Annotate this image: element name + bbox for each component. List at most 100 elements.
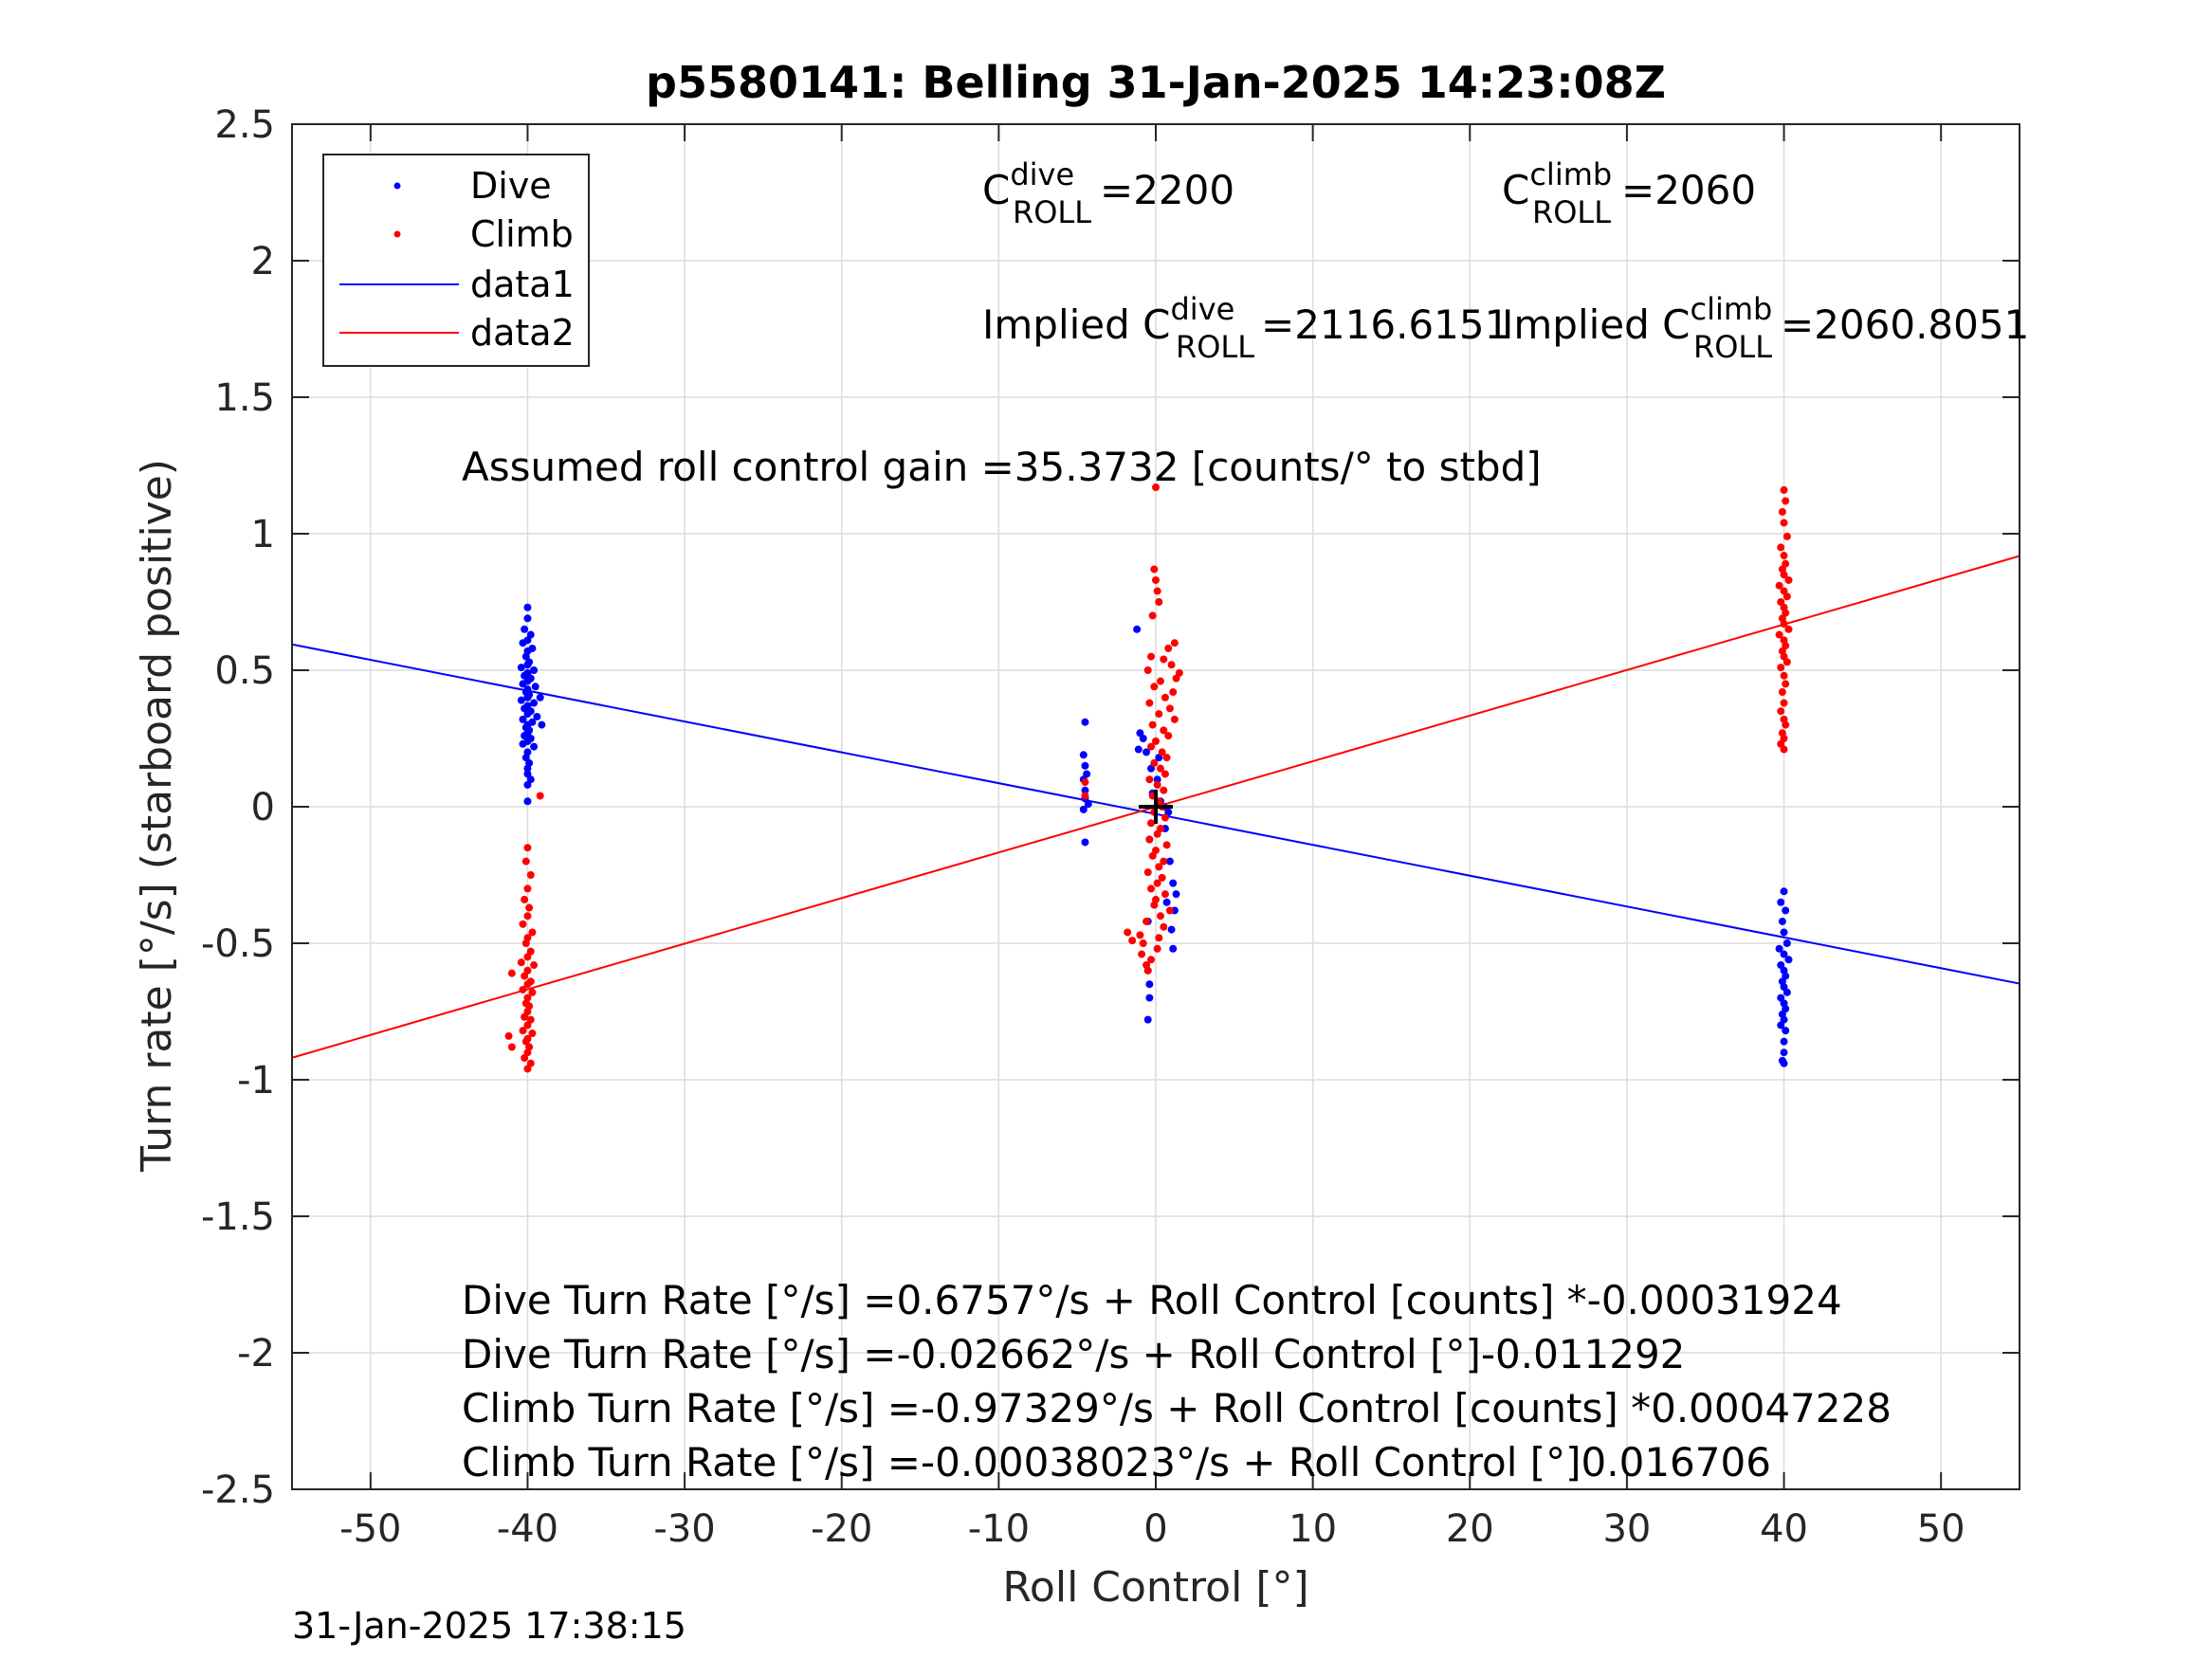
dive-point	[1079, 751, 1088, 759]
y-tick-label: 1	[251, 513, 275, 556]
dive-point	[1782, 939, 1791, 947]
climb-point	[1155, 863, 1163, 871]
climb-point	[1778, 507, 1786, 516]
dive-point	[533, 712, 541, 720]
climb-point	[1775, 581, 1783, 590]
climb-point	[1136, 931, 1144, 939]
climb-point	[1169, 688, 1178, 697]
y-tick-label: 1.5	[214, 376, 275, 420]
climb-point	[1160, 655, 1168, 664]
dive-point	[523, 614, 532, 623]
climb-point	[1153, 830, 1161, 838]
x-tick-label: -10	[968, 1507, 1030, 1551]
x-tick-label: 20	[1446, 1507, 1494, 1551]
climb-point	[504, 1031, 513, 1040]
climb-point	[1156, 677, 1164, 685]
climb-point	[1148, 720, 1157, 729]
climb-point	[1124, 928, 1132, 937]
y-tick-label: -1	[237, 1059, 275, 1103]
legend-dive-label: Dive	[470, 165, 552, 207]
dive-point	[1081, 838, 1089, 847]
climb-point	[1153, 944, 1161, 953]
c-climb-value: =2060	[1621, 167, 1756, 213]
dive-point	[1782, 906, 1790, 915]
dive-point	[1134, 745, 1143, 754]
climb-point	[1784, 625, 1793, 633]
dive-point	[1133, 625, 1142, 633]
climb-point	[1161, 693, 1169, 702]
climb-point	[1153, 780, 1161, 789]
legend-climb-marker	[393, 230, 401, 238]
legend-dive-marker	[393, 182, 401, 190]
dive-point	[523, 661, 532, 669]
c-dive-value: =2200	[1100, 167, 1234, 213]
climb-point	[517, 958, 525, 967]
x-axis-label: Roll Control [°]	[1002, 1563, 1308, 1612]
climb-point	[1147, 956, 1156, 964]
implied-climb-annotation: Implied Cclimb	[1502, 291, 1772, 348]
climb-point	[1148, 611, 1157, 620]
dive-point	[1780, 1059, 1788, 1067]
equation-climb-counts: Climb Turn Rate [°/s] =-0.97329°/s + Rol…	[462, 1385, 1892, 1431]
climb-point	[1155, 710, 1163, 719]
climb-point	[1170, 715, 1179, 723]
climb-point	[1150, 901, 1159, 909]
climb-point	[1153, 587, 1161, 595]
dive-point	[1081, 761, 1089, 770]
climb-point	[521, 939, 530, 947]
climb-point	[523, 844, 532, 852]
climb-point	[1153, 879, 1161, 887]
dive-point	[1172, 890, 1180, 899]
equation-dive-counts: Dive Turn Rate [°/s] =0.6757°/s + Roll C…	[462, 1277, 1842, 1323]
climb-point	[1164, 644, 1173, 652]
climb-point	[1160, 786, 1168, 794]
dive-point	[1081, 718, 1089, 726]
climb-point	[1145, 775, 1154, 784]
climb-point	[507, 1043, 516, 1051]
climb-point	[1782, 720, 1790, 729]
climb-point	[519, 985, 527, 994]
climb-point	[1780, 620, 1788, 629]
dive-point	[523, 764, 532, 773]
climb-point	[1145, 699, 1154, 707]
dive-point	[1784, 956, 1793, 964]
implied-climb-sup: climb	[1690, 291, 1772, 327]
c-dive-base: C	[982, 167, 1010, 213]
climb-point	[521, 1053, 529, 1062]
equation-climb-degrees: Climb Turn Rate [°/s] =-0.00038023°/s + …	[462, 1439, 1771, 1486]
climb-point	[1152, 483, 1160, 492]
y-axis-label: Turn rate [°/s] (starboard positive)	[133, 459, 181, 1173]
climb-point	[1143, 917, 1151, 925]
climb-point	[1782, 592, 1791, 601]
axis-ticks	[292, 123, 2020, 1490]
dive-point	[531, 683, 539, 691]
climb-point	[526, 871, 535, 879]
climb-point	[1148, 851, 1157, 860]
x-tick-label: -30	[653, 1507, 715, 1551]
legend-climb-label: Climb	[470, 213, 574, 255]
climb-point	[1784, 575, 1793, 584]
climb-point	[519, 1027, 527, 1035]
y-tick-label: 2	[251, 240, 275, 283]
climb-point	[1128, 937, 1137, 945]
climb-point	[1777, 664, 1785, 672]
x-tick-label: -40	[497, 1507, 558, 1551]
climb-point	[1780, 485, 1788, 494]
dive-point	[1777, 1021, 1785, 1030]
dive-point	[521, 625, 529, 633]
dive-point	[1169, 879, 1178, 887]
dive-point	[523, 780, 532, 789]
dive-point	[1780, 1037, 1788, 1046]
dive-point	[1145, 994, 1154, 1002]
dive-point	[1782, 1027, 1790, 1035]
climb-point	[523, 980, 532, 989]
y-tick-labels: -2.5 -2 -1.5 -1 -0.5 0 0.5 1 1.5 2 2.5	[201, 103, 275, 1512]
dive-point	[1169, 944, 1178, 953]
y-tick-label: 0.5	[214, 649, 275, 693]
dive-point	[530, 699, 539, 707]
climb-point	[1782, 532, 1791, 540]
climb-point	[1143, 868, 1152, 877]
climb-point	[1782, 658, 1791, 666]
climb-point	[1081, 792, 1089, 800]
